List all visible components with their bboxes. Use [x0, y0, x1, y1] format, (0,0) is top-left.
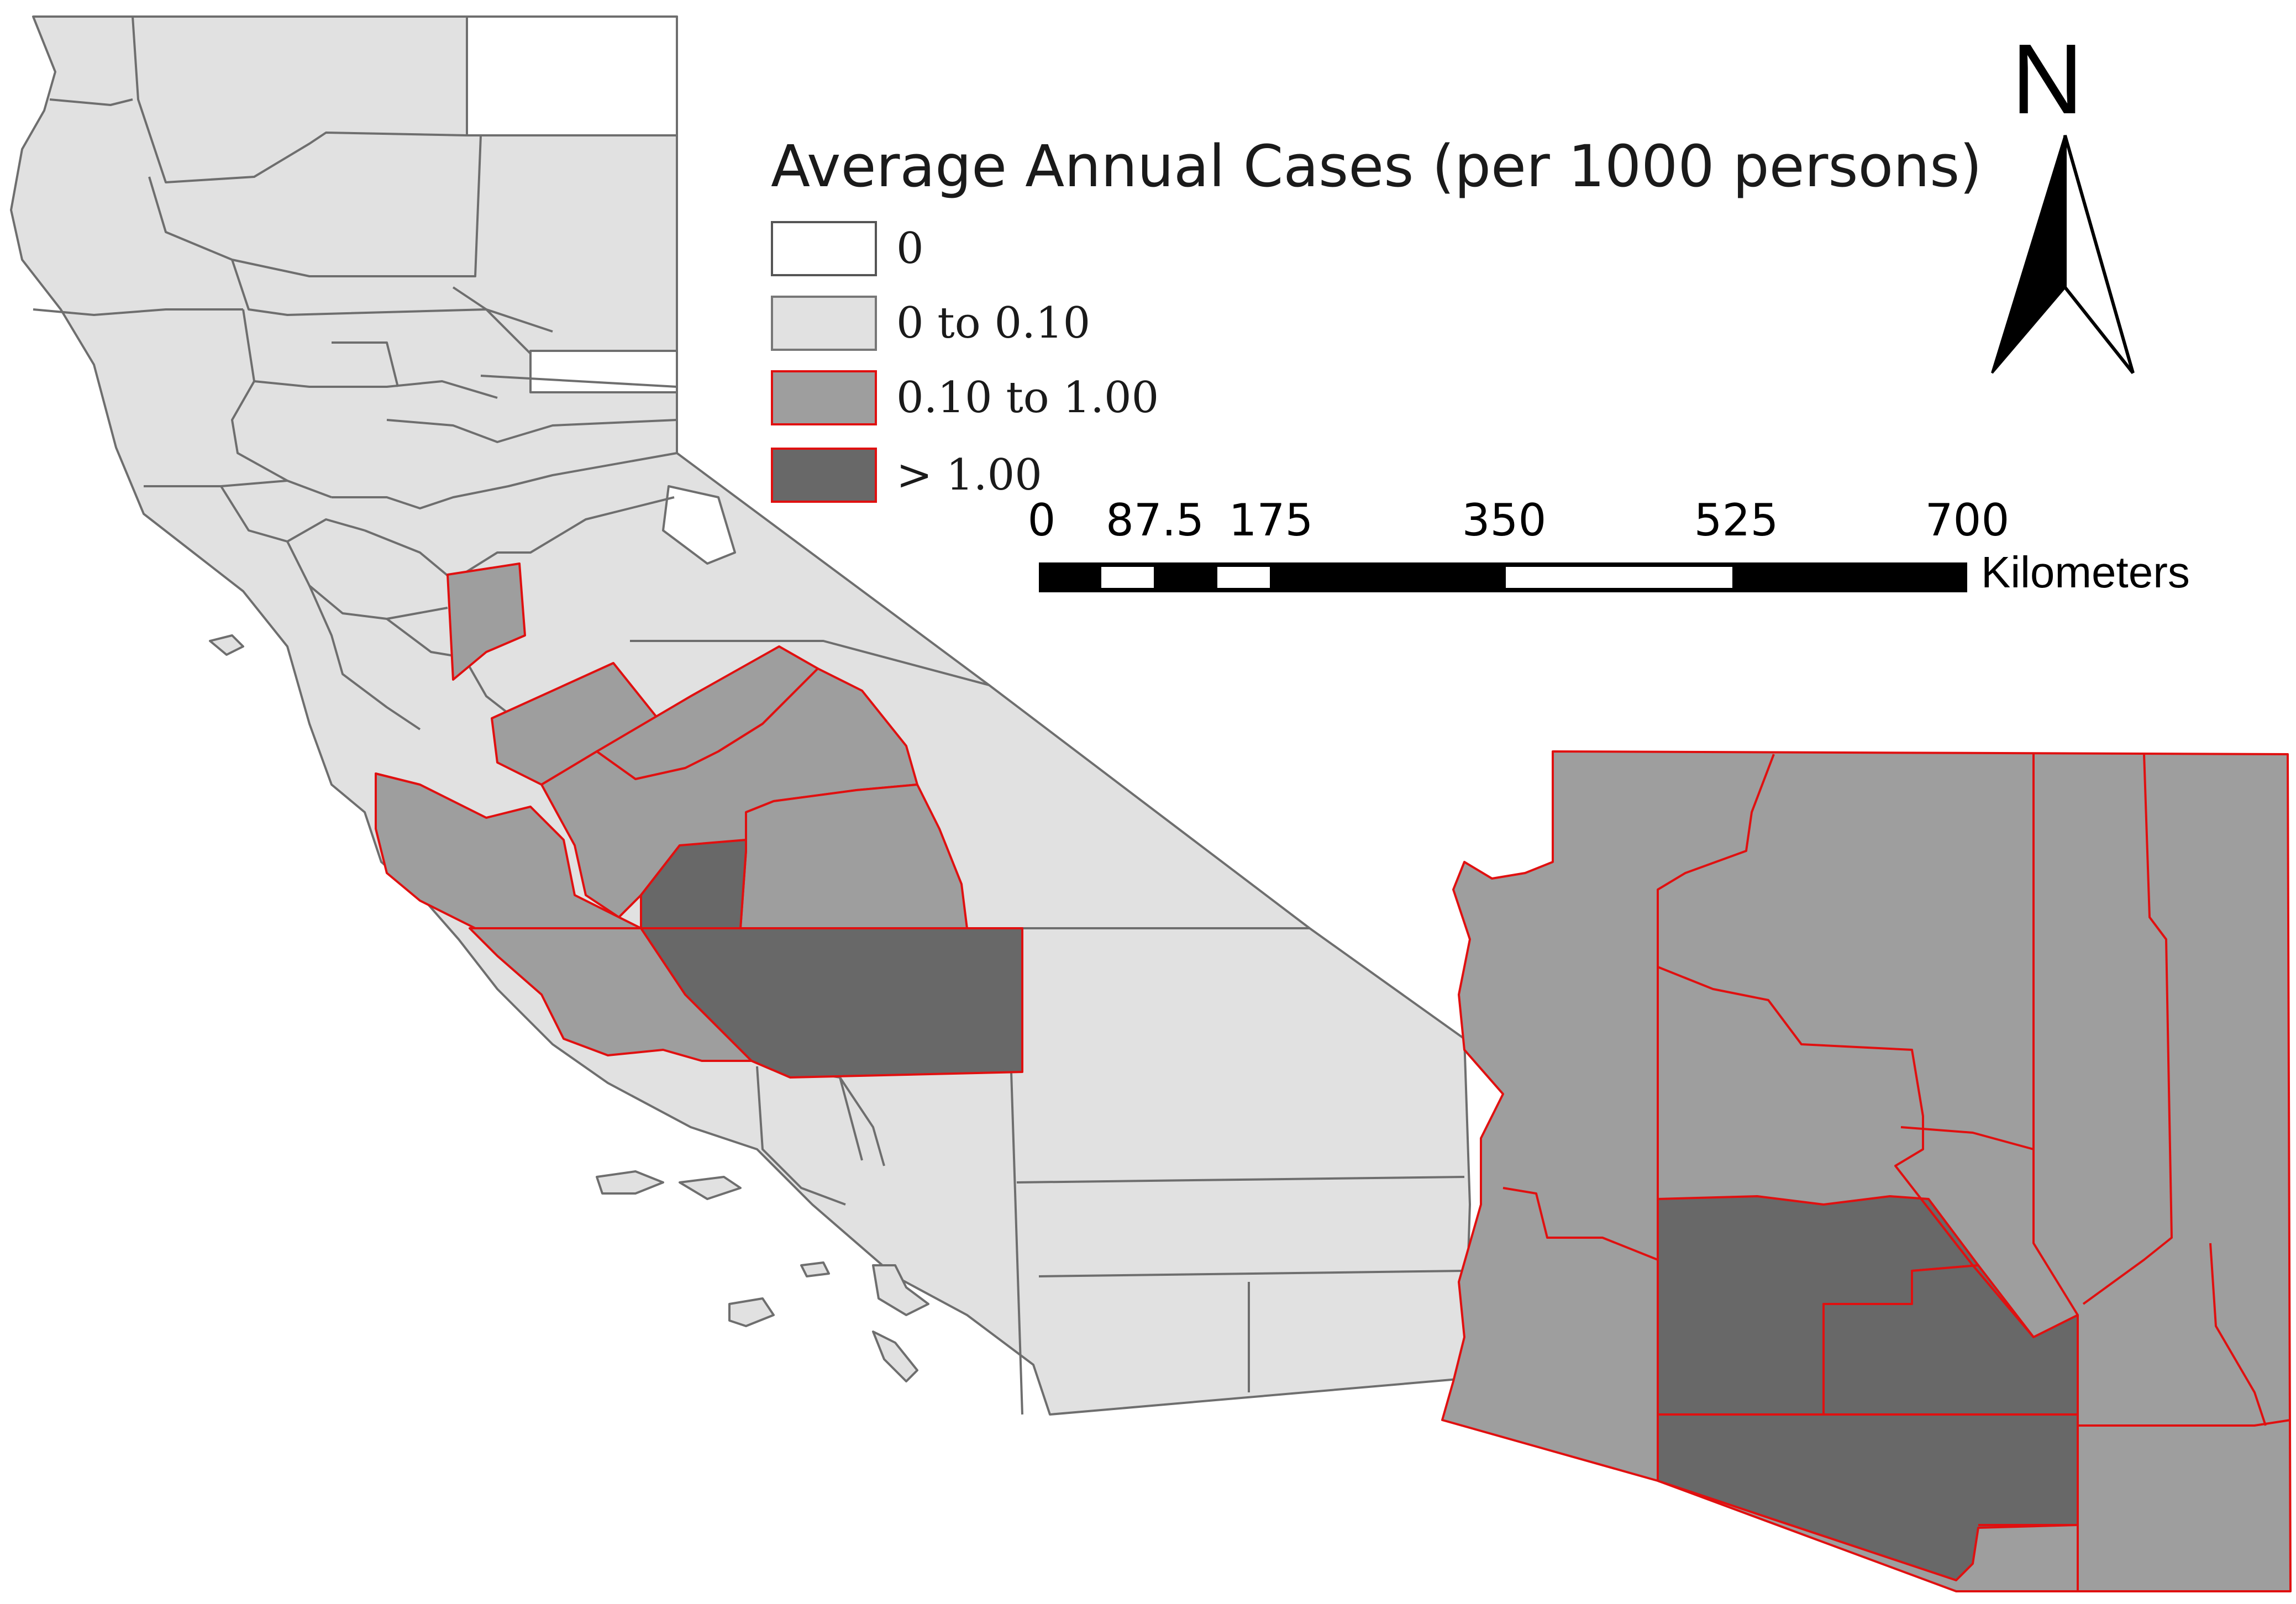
legend-swatch-high — [771, 448, 877, 503]
legend-label-zero: 0 — [896, 224, 924, 274]
island-7 — [872, 1330, 918, 1382]
county-medium-1 — [446, 562, 526, 681]
legend-label-high: > 1.00 — [896, 450, 1042, 500]
legend-item-zero: 0 — [771, 221, 924, 276]
legend-label-low: 0 to 0.10 — [896, 298, 1091, 348]
legend-label-medium: 0.10 to 1.00 — [896, 373, 1159, 423]
north-arrow-letter: N — [2011, 24, 2083, 135]
scale-tick-350: 350 — [1462, 495, 1547, 546]
california-map — [10, 15, 1471, 1416]
legend-title: Average Annual Cases (per 1000 persons) — [771, 133, 1982, 200]
scale-tick-175: 175 — [1228, 495, 1313, 546]
scale-tick-700: 700 — [1925, 495, 2010, 546]
scale-tick-525: 525 — [1694, 495, 1779, 546]
scale-bar-seg-white-1 — [1101, 567, 1154, 588]
county-medium-6 — [375, 772, 642, 929]
scale-bar-frame — [1039, 562, 1967, 592]
county-zero-mono-strip — [662, 485, 736, 565]
scale-unit-label: Kilometers — [1981, 548, 2190, 597]
legend-item-low: 0 to 0.10 — [771, 296, 1090, 351]
north-arrow-right-half — [2063, 135, 2135, 374]
island-6 — [800, 1261, 830, 1277]
north-arrow — [1991, 135, 2135, 374]
island-4 — [728, 1297, 775, 1327]
scale-tick-87-5: 87.5 — [1105, 495, 1205, 546]
legend-swatch-zero — [771, 221, 877, 276]
island-3 — [679, 1176, 742, 1200]
county-high-2 — [640, 927, 1023, 1079]
legend-swatch-low — [771, 296, 877, 351]
scale-bar-seg-white-3 — [1506, 567, 1732, 588]
scale-bar — [1039, 562, 1967, 592]
legend-swatch-medium — [771, 370, 877, 425]
scale-bar-seg-white-2 — [1217, 567, 1270, 588]
island-1 — [209, 634, 244, 656]
scale-tick-0: 0 — [1027, 495, 1056, 546]
county-zero-north — [466, 15, 678, 136]
north-arrow-left-half — [1991, 135, 2066, 374]
legend-item-high: > 1.00 — [771, 448, 1042, 503]
island-2 — [596, 1170, 664, 1195]
legend-item-medium: 0.10 to 1.00 — [771, 370, 1159, 425]
island-5 — [872, 1264, 929, 1316]
arizona-map — [1441, 750, 2292, 1592]
